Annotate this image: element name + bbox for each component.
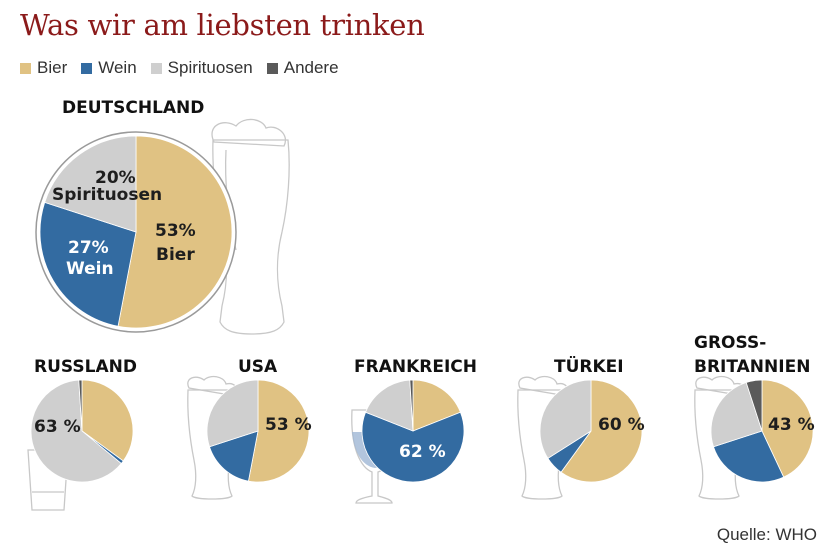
- legend-label-wein: Wein: [98, 58, 137, 77]
- chart-title: Was wir am liebsten trinken: [20, 8, 425, 42]
- pie-slice-deutschland-bier: [117, 135, 233, 329]
- legend-item-bier: Bier: [20, 58, 67, 78]
- country-label-tuerkei: TÜRKEI: [554, 355, 624, 377]
- data-label-deutschland-wein-pct: 27%: [68, 238, 109, 258]
- country-label-gb-line2: BRITANNIEN: [694, 357, 810, 377]
- country-label-usa: USA: [238, 357, 278, 377]
- data-label-gb: 43 %: [768, 415, 815, 435]
- data-label-deutschland-spirit-pct: 20%: [95, 168, 136, 188]
- legend-label-andere: Andere: [283, 58, 339, 77]
- data-label-deutschland-wein: Wein: [66, 259, 114, 279]
- pie-slice-russland-andere: [78, 379, 83, 432]
- source-note: Quelle: WHO: [716, 525, 817, 544]
- country-label-deutschland: DEUTSCHLAND: [62, 98, 204, 118]
- country-label-russland: RUSSLAND: [34, 357, 137, 377]
- pie-slice-deutschland-spirituosen: [44, 135, 137, 233]
- pie-slice-usa-bier: [247, 379, 310, 483]
- pie-slice-usa-wein: [208, 430, 259, 482]
- legend-item-andere: Andere: [266, 58, 339, 78]
- data-label-deutschland-bier: Bier: [156, 245, 195, 265]
- data-label-deutschland-spirit: Spirituosen: [52, 185, 162, 205]
- legend: Bier Wein Spirituosen Andere: [20, 58, 339, 78]
- pie-slice-gross-britannien-wein: [712, 430, 785, 483]
- pie-slice-russland-spirituosen: [30, 379, 122, 483]
- pie-slice-gross-britannien-spirituosen: [710, 381, 763, 448]
- legend-swatch-bier: [20, 62, 31, 74]
- country-label-gb-line1: GROSS-: [694, 333, 766, 353]
- data-label-russland: 63 %: [34, 417, 81, 437]
- legend-swatch-andere: [266, 62, 278, 74]
- pie-slice-t-rkei-spirituosen: [539, 379, 592, 459]
- country-label-frankreich: FRANKREICH: [354, 357, 477, 377]
- pie-slice-t-rkei-bier: [560, 379, 643, 483]
- pie-slice-frankreich-bier: [412, 379, 461, 432]
- legend-swatch-spirituosen: [150, 62, 162, 74]
- legend-label-bier: Bier: [37, 58, 68, 77]
- legend-item-spirituosen: Spirituosen: [150, 58, 253, 78]
- legend-item-wein: Wein: [81, 58, 137, 78]
- legend-swatch-wein: [81, 62, 93, 74]
- pie-slice-deutschland-wein: [39, 201, 137, 327]
- data-label-usa: 53 %: [265, 415, 312, 435]
- pie-slice-gross-britannien-bier: [761, 379, 814, 478]
- pie-slice-gross-britannien-andere: [745, 379, 763, 432]
- data-label-deutschland-bier-pct: 53%: [155, 221, 196, 241]
- pie-slice-usa-spirituosen: [206, 379, 259, 448]
- data-label-tuerkei: 60 %: [598, 415, 645, 435]
- pie-slice-frankreich-wein: [361, 411, 465, 483]
- pie-slice-frankreich-spirituosen: [365, 379, 414, 432]
- data-label-frankreich: 62 %: [399, 442, 446, 462]
- pie-slice-russland-bier: [81, 379, 134, 462]
- legend-label-spirituosen: Spirituosen: [167, 58, 253, 77]
- pie-slice-frankreich-andere: [409, 379, 414, 432]
